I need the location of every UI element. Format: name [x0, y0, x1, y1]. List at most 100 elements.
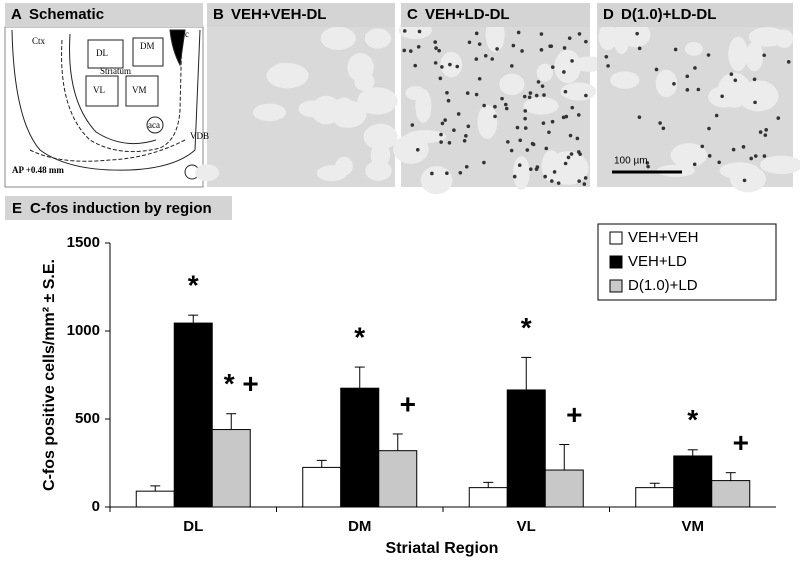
schematic-label: DM — [140, 41, 155, 51]
nucleus — [700, 144, 705, 149]
bar — [635, 487, 675, 508]
nucleus — [556, 181, 561, 185]
texture-blob — [547, 151, 589, 185]
significance-marker: * + — [224, 368, 259, 399]
schematic-label: VL — [93, 85, 105, 95]
schematic-label: VM — [132, 85, 147, 95]
nucleus — [445, 171, 449, 176]
nucleus — [474, 92, 479, 97]
nucleus — [568, 133, 573, 138]
texture-blob — [270, 62, 297, 86]
chart-title: C-fos induction by region — [30, 200, 212, 217]
nucleus — [530, 141, 535, 146]
schematic-label: aca — [148, 120, 160, 130]
nucleus — [550, 119, 555, 124]
y-tick-label: 1000 — [67, 322, 100, 339]
nucleus — [645, 161, 650, 165]
nucleus — [511, 43, 516, 48]
texture-blob — [357, 87, 398, 115]
schematic-drawing — [11, 29, 201, 180]
significance-marker: * — [521, 312, 532, 343]
texture-blob — [364, 28, 392, 49]
schematic-label: Striatum — [100, 66, 131, 76]
nucleus — [464, 165, 469, 169]
nucleus — [466, 124, 471, 129]
panel-title: D(1.0)+LD-DL — [621, 6, 716, 23]
significance-marker: + — [566, 399, 582, 430]
bar — [506, 389, 546, 508]
texture-blob — [655, 69, 678, 98]
nucleus — [583, 176, 588, 180]
bar — [711, 480, 751, 508]
x-tick-label: VL — [517, 518, 536, 535]
nucleus — [561, 115, 566, 120]
legend-swatch — [609, 231, 623, 245]
scale-bar-label: 100 µm — [614, 156, 648, 167]
nucleus — [452, 128, 456, 133]
nucleus — [493, 114, 497, 119]
nucleus — [523, 109, 528, 113]
nucleus — [500, 96, 504, 101]
x-tick-label: DM — [348, 518, 371, 535]
nucleus — [706, 53, 711, 57]
nucleus — [509, 64, 514, 68]
nucleus — [577, 179, 581, 183]
nucleus — [786, 60, 791, 64]
texture-blob — [613, 22, 630, 55]
nucleus — [696, 87, 701, 92]
nucleus — [448, 62, 452, 67]
nucleus — [462, 138, 467, 143]
nucleus — [523, 116, 527, 121]
bar — [468, 487, 508, 508]
nucleus — [443, 118, 447, 122]
nucleus — [439, 132, 443, 137]
nucleus — [714, 113, 719, 118]
texture-blob — [684, 41, 703, 56]
nucleus — [576, 150, 581, 154]
nucleus — [570, 59, 574, 63]
nucleus — [438, 76, 443, 81]
texture-blob — [610, 71, 640, 89]
nucleus — [741, 145, 746, 149]
texture-blob — [311, 95, 342, 125]
nucleus — [455, 64, 460, 69]
significance-marker: * — [687, 404, 698, 435]
nucleus — [753, 100, 757, 105]
nucleus — [539, 48, 544, 52]
nucleus — [685, 88, 690, 92]
nucleus — [742, 178, 747, 183]
y-tick-label: 0 — [92, 498, 100, 515]
nucleus — [536, 80, 541, 84]
nucleus — [552, 170, 557, 174]
nucleus — [749, 156, 753, 161]
texture-blob — [536, 63, 553, 82]
texture-blob — [598, 23, 618, 51]
panel-title: VEH+VEH-DL — [231, 6, 326, 23]
nucleus — [446, 98, 451, 103]
legend-label: VEH+LD — [628, 253, 687, 270]
nucleus — [547, 130, 551, 135]
panel-e-header — [5, 196, 232, 220]
nucleus — [764, 128, 768, 132]
nucleus — [707, 126, 711, 131]
bar — [173, 322, 213, 508]
nucleus — [430, 171, 434, 176]
nucleus — [604, 54, 609, 59]
nucleus — [731, 147, 736, 152]
nucleus — [467, 40, 472, 45]
nucleus — [575, 136, 580, 141]
nucleus — [517, 163, 522, 167]
nucleus — [576, 113, 581, 117]
legend-box — [597, 223, 777, 301]
legend-label: D(1.0)+LD — [628, 277, 698, 294]
nucleus — [433, 40, 438, 44]
nucleus — [447, 140, 452, 145]
nucleus — [661, 126, 666, 131]
texture-blob — [405, 130, 447, 144]
nucleus — [413, 63, 417, 68]
nucleus — [729, 72, 734, 77]
texture-blob — [670, 143, 707, 168]
nucleus — [541, 121, 546, 125]
nucleus — [733, 78, 738, 83]
schematic-label: VDB — [190, 131, 209, 141]
